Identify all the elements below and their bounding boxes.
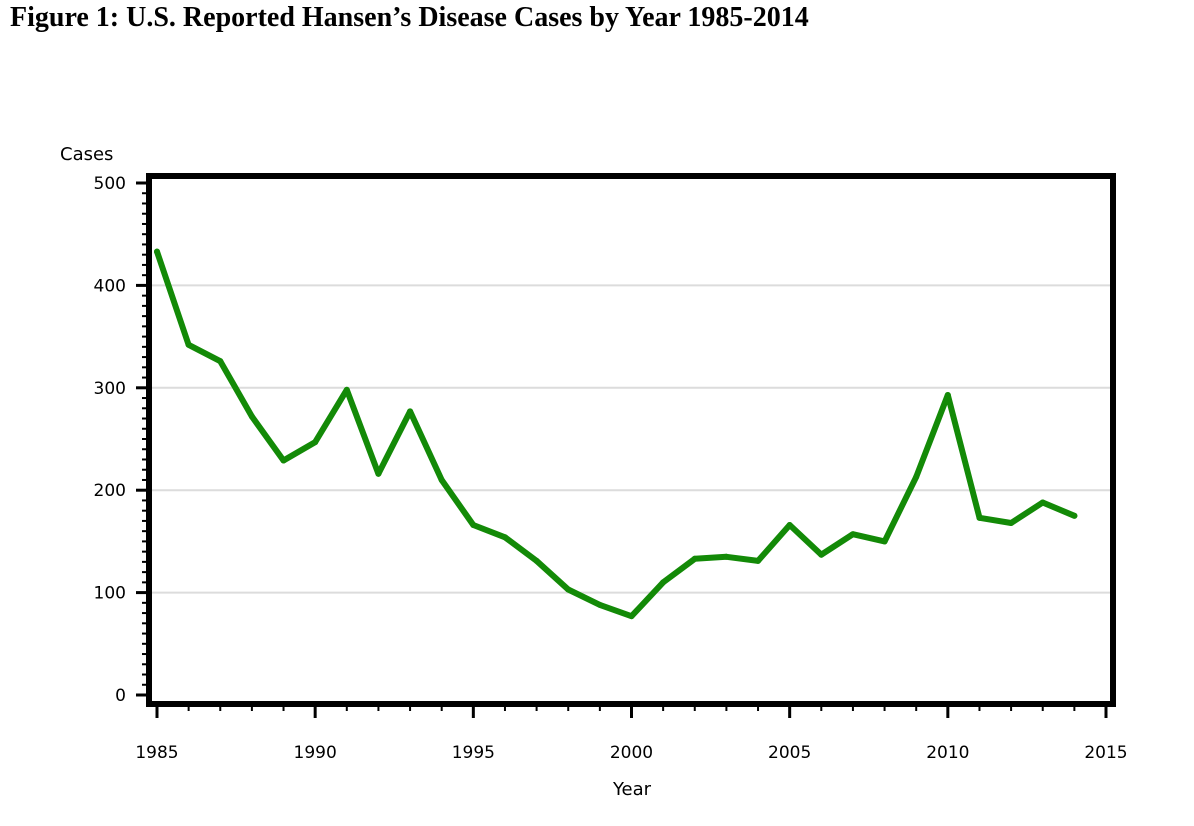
x-tick-label: 2015 [1084,743,1127,763]
y-tick-label: 500 [94,174,126,194]
data-point-1988 [248,413,255,420]
x-tick-label: 2000 [610,743,653,763]
data-point-2009 [913,473,920,480]
data-point-1986 [185,341,192,348]
data-point-2008 [881,538,888,545]
figure-title: Figure 1: U.S. Reported Hansen’s Disease… [10,2,809,33]
gridlines [152,284,1110,594]
x-tick-label: 2005 [768,743,811,763]
data-point-1995 [470,522,477,529]
data-point-1994 [438,476,445,483]
data-point-2013 [1039,499,1046,506]
data-point-1991 [343,386,350,393]
data-point-2006 [818,551,825,558]
series-line-cases [154,248,1078,620]
data-point-2011 [976,514,983,521]
data-point-2010 [944,391,951,398]
x-tick-label: 1995 [452,743,495,763]
plot-frame [146,173,1116,707]
y-axis-ticks: 0 100 200 300 400 500 [94,174,149,706]
data-point-2012 [1008,519,1015,526]
data-point-1989 [280,457,287,464]
y-tick-label: 200 [94,481,126,501]
data-point-1999 [596,601,603,608]
y-minor-ticks [142,192,149,686]
data-point-1985 [154,248,160,255]
y-tick-label: 400 [94,276,126,296]
data-point-2001 [660,579,667,586]
data-point-2003 [723,553,730,560]
data-point-1992 [375,470,382,477]
data-point-2014 [1071,512,1078,519]
y-tick-label: 300 [94,379,126,399]
data-point-1987 [217,358,224,365]
data-point-1990 [312,439,319,446]
x-tick-label: 2010 [926,743,969,763]
y-axis-title: Cases [60,144,113,165]
data-point-2002 [691,555,698,562]
x-axis-title: Year [612,779,652,800]
data-point-2004 [755,557,762,564]
x-tick-label: 1985 [135,743,178,763]
data-point-2007 [849,531,856,538]
data-points [154,248,1078,620]
y-tick-label: 0 [115,686,126,706]
data-point-2000 [628,613,635,620]
data-point-2005 [786,522,793,529]
data-point-1993 [407,408,414,415]
data-point-1997 [533,557,540,564]
x-axis-ticks: 1985 1990 1995 2000 2005 2010 2015 [135,704,1128,763]
x-tick-label: 1990 [294,743,337,763]
data-point-1996 [501,534,508,541]
y-tick-label: 100 [94,584,126,604]
data-point-1998 [565,586,572,593]
x-minor-ticks [187,704,1076,711]
